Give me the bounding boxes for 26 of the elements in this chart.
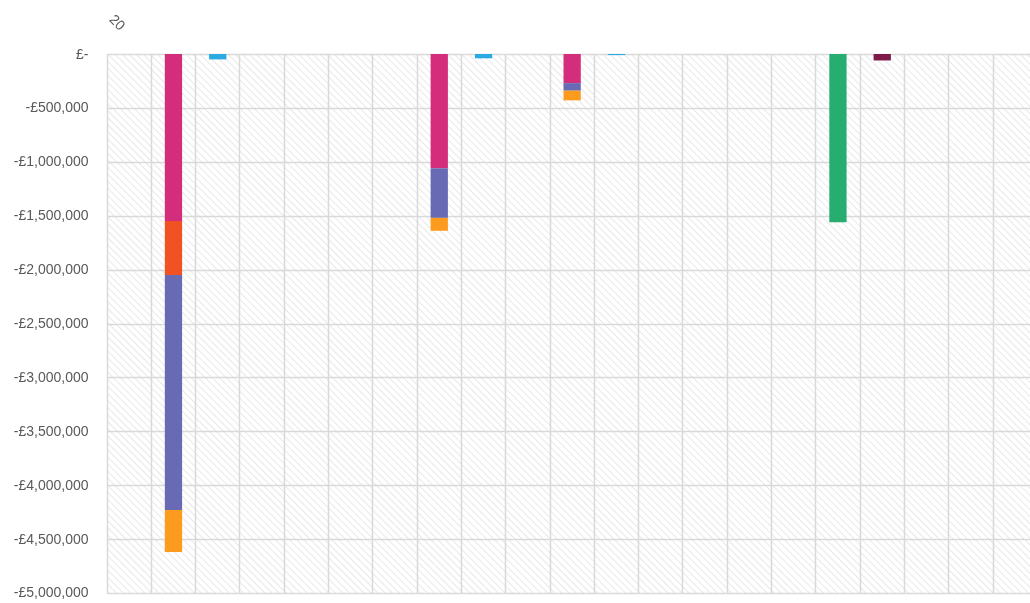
x-tick-label: 20 — [106, 11, 129, 34]
bar — [563, 83, 581, 91]
bar — [829, 54, 847, 223]
y-tick-label: -£4,500,000 — [13, 530, 89, 547]
y-tick-label: -£3,000,000 — [13, 368, 89, 385]
y-tick-label: -£500,000 — [25, 99, 89, 116]
bar — [164, 509, 183, 553]
bar — [430, 217, 448, 231]
bar — [873, 54, 891, 61]
bar — [474, 54, 493, 59]
y-tick-label: -£1,500,000 — [13, 207, 89, 224]
bar — [209, 54, 227, 60]
bar — [430, 54, 448, 169]
y-tick-label: -£2,000,000 — [13, 261, 89, 278]
y-tick-label: -£3,500,000 — [13, 422, 89, 439]
y-tick-label: -£2,500,000 — [13, 315, 89, 331]
y-tick-label: -£5,000,000 — [13, 584, 89, 601]
y-tick-label: -£1,000,000 — [13, 153, 89, 170]
bar — [164, 54, 183, 222]
bar — [563, 54, 581, 84]
y-tick-label: £- — [76, 45, 89, 62]
bar — [563, 90, 581, 101]
bar — [430, 168, 448, 218]
bar — [164, 274, 183, 510]
y-tick-label: -£4,000,000 — [13, 476, 89, 493]
bar — [164, 221, 183, 275]
